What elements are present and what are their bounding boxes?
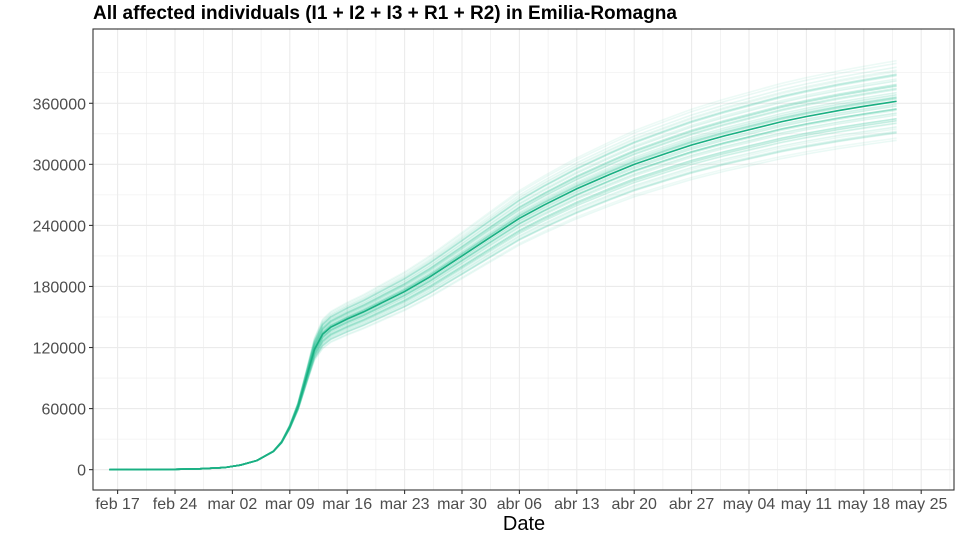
x-tick-label: abr 27 [669, 496, 714, 513]
x-tick-label: mar 16 [322, 496, 372, 513]
ensemble-line [109, 108, 897, 471]
ensemble-line [109, 119, 897, 471]
y-tick-label: 300000 [33, 157, 86, 174]
grid-major [93, 29, 954, 490]
ensemble-line [109, 131, 897, 471]
ensemble-line [109, 122, 897, 471]
x-tick-label: mar 23 [380, 496, 430, 513]
x-tick-label: feb 24 [153, 496, 198, 513]
ensemble-line [109, 97, 897, 471]
x-tick-label: abr 20 [612, 496, 657, 513]
ensemble-line [109, 98, 897, 471]
ensemble-line [109, 130, 897, 471]
x-tick-label: may 11 [781, 496, 832, 513]
x-tick-label: may 25 [895, 496, 948, 513]
ensemble-line [109, 126, 897, 471]
y-tick-label: 120000 [33, 341, 86, 358]
x-tick-label: mar 30 [437, 496, 487, 513]
x-axis: feb 17 feb 24 mar 02 mar 09 mar 16 mar 23 mar … [95, 490, 948, 513]
ensemble-line [109, 137, 897, 471]
x-tick-label: abr 13 [554, 496, 599, 513]
ensemble-line [109, 117, 897, 471]
x-tick-label: mar 02 [208, 496, 258, 513]
y-axis: 0 60000 120000 180000 240000 300000 360000 [33, 96, 93, 480]
ensemble-line [109, 108, 897, 471]
ensemble-line [109, 118, 897, 471]
ensemble-line [109, 108, 897, 471]
ensemble-line [109, 78, 897, 471]
grid-minor [93, 29, 954, 490]
x-tick-label: may 04 [723, 496, 776, 513]
ensemble-line [109, 114, 897, 471]
ensemble-line [109, 139, 897, 471]
ensemble-line [109, 132, 897, 471]
ensemble-line [109, 131, 897, 471]
x-tick-label: abr 06 [497, 496, 542, 513]
y-tick-label: 0 [77, 463, 86, 480]
ensemble-line [109, 105, 897, 471]
y-tick-label: 180000 [33, 279, 86, 296]
median-line-group [109, 100, 897, 471]
x-axis-title: Date [503, 513, 545, 535]
x-tick-label: mar 09 [265, 496, 315, 513]
ensemble-line [109, 122, 897, 471]
chart-title: All affected individuals (I1 + I2 + I3 +… [93, 3, 677, 24]
y-tick-label: 60000 [42, 402, 87, 419]
median-line [109, 100, 897, 471]
ensemble-line [109, 128, 897, 471]
ensemble-line [109, 87, 897, 471]
x-tick-label: feb 17 [95, 496, 140, 513]
y-tick-label: 360000 [33, 96, 86, 113]
ensemble-line [109, 96, 897, 471]
y-tick-label: 240000 [33, 218, 86, 235]
plot-panel-border [92, 28, 955, 491]
ensemble-line [109, 120, 897, 471]
x-tick-label: may 18 [838, 496, 891, 513]
ensemble-line [109, 112, 897, 471]
